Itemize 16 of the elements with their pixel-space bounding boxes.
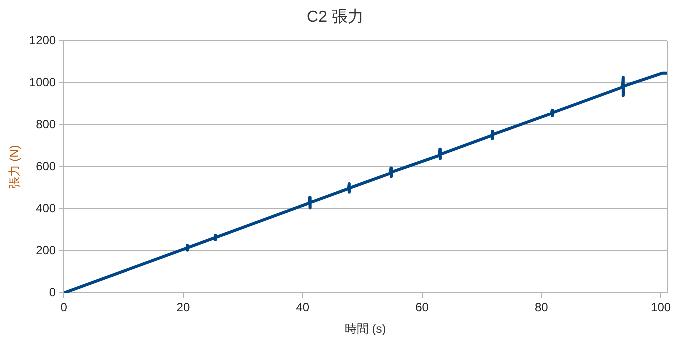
y-tick-label: 600 <box>36 160 56 174</box>
x-tick-label: 100 <box>651 300 672 315</box>
y-axis-title: 張力 (N) <box>8 145 22 190</box>
y-tick-label: 0 <box>49 286 56 300</box>
y-tick-label: 1000 <box>29 76 56 90</box>
y-tick-label: 1200 <box>29 34 56 48</box>
x-axis-title: 時間 (s) <box>344 322 386 336</box>
x-tick-label: 80 <box>534 300 549 315</box>
x-tick-label: 60 <box>416 300 430 315</box>
chart-title: C2 張力 <box>307 8 364 26</box>
x-tick-label: 0 <box>60 300 68 315</box>
x-tick-label: 20 <box>176 300 190 315</box>
x-tick-label: 40 <box>296 300 310 315</box>
y-tick-label: 800 <box>36 118 56 132</box>
y-tick-label: 200 <box>36 244 56 258</box>
y-tick-label: 400 <box>36 202 56 216</box>
